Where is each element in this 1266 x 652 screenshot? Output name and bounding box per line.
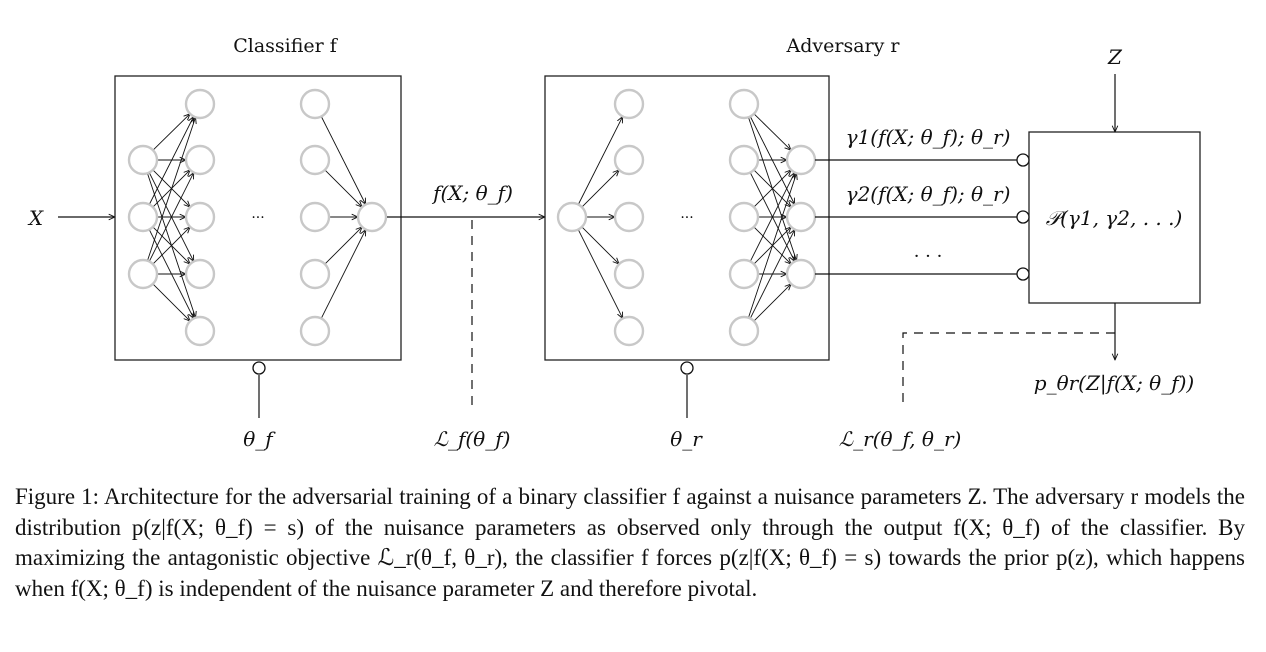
adversary-ellipsis: ··· bbox=[680, 210, 693, 226]
classifier-hidden2-node bbox=[299, 88, 331, 120]
classifier-hidden1-node bbox=[184, 315, 216, 347]
theta-f-port bbox=[252, 361, 266, 375]
classifier-title: Classifier f bbox=[233, 35, 339, 57]
adversary-hidden1-node bbox=[613, 88, 645, 120]
classifier-edge bbox=[148, 173, 193, 262]
classifier-edge bbox=[320, 230, 365, 319]
adversary-hidden2-node bbox=[728, 144, 760, 176]
adversary-output-node bbox=[785, 258, 817, 290]
classifier-hidden2-node bbox=[299, 144, 331, 176]
adversary-edge bbox=[749, 116, 794, 204]
classifier-edge bbox=[152, 227, 190, 265]
gamma-dots: · · · bbox=[914, 246, 943, 267]
adversary-hidden2-node bbox=[728, 88, 760, 120]
classifier-edge bbox=[324, 169, 362, 207]
classifier-edge bbox=[324, 227, 362, 265]
classifier-edge bbox=[148, 116, 193, 205]
adversary-hidden1-node bbox=[613, 201, 645, 233]
adversary-edge bbox=[749, 230, 794, 319]
classifier-hidden1-node bbox=[184, 258, 216, 290]
adversary-edge bbox=[753, 113, 791, 150]
classifier-hidden2-node bbox=[299, 201, 331, 233]
loss-r-label: ℒ_r(θ_f, θ_r) bbox=[839, 427, 962, 451]
classifier-nodes bbox=[127, 88, 388, 347]
adversary-hidden2-node bbox=[728, 315, 760, 347]
classifier-hidden2-node bbox=[299, 315, 331, 347]
classifier-input-node bbox=[127, 258, 159, 290]
classifier-input-node bbox=[127, 144, 159, 176]
adversary-edge bbox=[749, 173, 794, 262]
prior-box-label: 𝒫(γ1, γ2, . . .) bbox=[1046, 206, 1183, 230]
adversary-box bbox=[544, 75, 830, 361]
adversary-output-node bbox=[785, 144, 817, 176]
classifier-box bbox=[114, 75, 402, 361]
gamma2-label: γ2(f(X; θ_f); θ_r) bbox=[846, 182, 1011, 206]
classifier-output-node bbox=[356, 201, 388, 233]
theta-r-port bbox=[680, 361, 694, 375]
classifier-hidden1-node bbox=[184, 144, 216, 176]
classifier-hidden1-node bbox=[184, 201, 216, 233]
classifier-edge bbox=[152, 114, 190, 151]
classifier-edge bbox=[147, 117, 195, 261]
adversary-edge bbox=[577, 229, 622, 319]
classifier-input-node bbox=[127, 201, 159, 233]
adversary-input-node bbox=[556, 201, 588, 233]
gamma3-port bbox=[1016, 267, 1030, 281]
posterior-label: p_θr(Z|f(X; θ_f)) bbox=[1034, 371, 1194, 396]
theta-r-label: θ_r bbox=[670, 427, 703, 451]
theta-f-label: θ_f bbox=[243, 427, 276, 451]
classifier-edge bbox=[320, 116, 365, 204]
adversary-output-node bbox=[785, 201, 817, 233]
loss-f-label: ℒ_f(θ_f) bbox=[434, 427, 511, 451]
input-label: X bbox=[27, 206, 44, 230]
classifier-hidden2-node bbox=[299, 258, 331, 290]
adversary-edge bbox=[753, 284, 791, 322]
adversary-hidden1-node bbox=[613, 258, 645, 290]
loss-r-dashed-line bbox=[902, 332, 1115, 408]
architecture-diagram: Classifier f Adversary r X ··· f(X; θ_f)… bbox=[27, 35, 1201, 451]
classifier-output-label: f(X; θ_f) bbox=[431, 181, 513, 205]
gamma1-label: γ1(f(X; θ_f); θ_r) bbox=[846, 125, 1011, 149]
figure-caption: Figure 1: Architecture for the adversari… bbox=[15, 484, 1245, 601]
nuisance-label: Z bbox=[1107, 45, 1123, 69]
adversary-edge bbox=[748, 173, 796, 318]
adversary-edges bbox=[577, 113, 796, 322]
classifier-ellipsis: ··· bbox=[251, 210, 264, 226]
classifier-edges bbox=[147, 114, 365, 321]
adversary-edge bbox=[581, 226, 619, 264]
gamma1-port bbox=[1016, 153, 1030, 167]
classifier-hidden1-node bbox=[184, 88, 216, 120]
adversary-edge bbox=[581, 170, 619, 208]
adversary-hidden1-node bbox=[613, 315, 645, 347]
adversary-hidden2-node bbox=[728, 258, 760, 290]
adversary-hidden1-node bbox=[613, 144, 645, 176]
gamma2-port bbox=[1016, 210, 1030, 224]
adversary-nodes bbox=[556, 88, 817, 347]
adversary-edge bbox=[577, 116, 622, 205]
adversary-hidden2-node bbox=[728, 201, 760, 233]
adversary-title: Adversary r bbox=[786, 35, 901, 57]
classifier-edge bbox=[152, 283, 190, 321]
adversary-edge bbox=[753, 170, 791, 208]
